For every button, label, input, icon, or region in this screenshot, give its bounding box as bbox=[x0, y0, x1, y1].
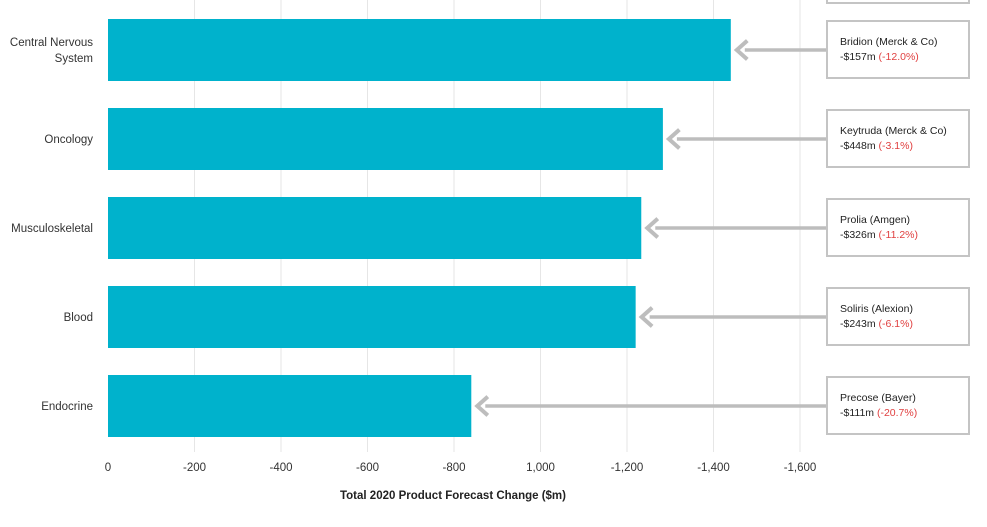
callout-change: -$243m bbox=[840, 318, 876, 330]
callout-change: -$326m bbox=[840, 229, 876, 241]
x-tick-labels: 0 -200 -400 -600 -800 1,000 -1,200 -1,400 -1,600 bbox=[105, 462, 817, 474]
callout-drug: Soliris (Alexion) bbox=[840, 303, 913, 315]
arrow-head bbox=[638, 306, 654, 328]
bars bbox=[108, 19, 731, 437]
bar bbox=[108, 108, 663, 170]
bar bbox=[108, 375, 472, 437]
callout-percent: (-11.2%) bbox=[878, 229, 919, 241]
callout-box-partial bbox=[826, 0, 970, 4]
arrows bbox=[474, 39, 826, 417]
arrow-head bbox=[644, 217, 660, 239]
callout-percent: (-3.1%) bbox=[878, 140, 913, 152]
callout-box: Bridion (Merck & Co) -$157m (-12.0%) bbox=[826, 20, 970, 79]
category-label: Central Nervous System bbox=[10, 37, 93, 65]
callout-percent: (-12.0%) bbox=[878, 51, 919, 63]
callout-drug: Prolia (Amgen) bbox=[840, 214, 911, 226]
arrow-head bbox=[474, 395, 490, 417]
callout-drug: Precose (Bayer) bbox=[840, 392, 916, 404]
category-label: Blood bbox=[64, 312, 93, 324]
x-tick-label: -400 bbox=[269, 462, 292, 474]
callout-box: Precose (Bayer) -$111m (-20.7%) bbox=[826, 376, 970, 435]
callout-change: -$157m bbox=[840, 51, 876, 63]
callout-drug: Keytruda (Merck & Co) bbox=[840, 125, 947, 137]
category-label: Musculoskeletal bbox=[11, 223, 93, 235]
category-labels: Central Nervous System Oncology Musculoskel… bbox=[10, 37, 93, 413]
x-tick-label: -600 bbox=[356, 462, 379, 474]
x-tick-label: 0 bbox=[105, 462, 111, 474]
arrow-head bbox=[665, 128, 681, 150]
callout-box: Prolia (Amgen) -$326m (-11.2%) bbox=[826, 198, 970, 257]
bar bbox=[108, 197, 642, 259]
callout-box: Soliris (Alexion) -$243m (-6.1%) bbox=[826, 287, 970, 346]
bar bbox=[108, 19, 731, 81]
x-tick-label: -1,600 bbox=[784, 462, 817, 474]
callout-box: Keytruda (Merck & Co) -$448m (-3.1%) bbox=[826, 109, 970, 168]
callout-percent: (-20.7%) bbox=[876, 407, 918, 419]
arrow-head bbox=[733, 39, 749, 61]
category-label: Oncology bbox=[44, 134, 93, 146]
x-tick-label: 1,000 bbox=[526, 462, 555, 474]
x-tick-label: -200 bbox=[183, 462, 206, 474]
x-tick-label: -800 bbox=[442, 462, 465, 474]
bar bbox=[108, 286, 636, 348]
callout-change: -$448m bbox=[840, 140, 876, 152]
category-label: Endocrine bbox=[41, 401, 93, 413]
callout-change: -$111m bbox=[840, 407, 875, 419]
x-tick-label: -1,200 bbox=[611, 462, 644, 474]
x-axis-title: Total 2020 Product Forecast Change ($m) bbox=[340, 490, 566, 502]
callout-drug: Bridion (Merck & Co) bbox=[840, 36, 938, 48]
callout-percent: (-6.1%) bbox=[878, 318, 913, 330]
x-tick-label: -1,400 bbox=[697, 462, 730, 474]
